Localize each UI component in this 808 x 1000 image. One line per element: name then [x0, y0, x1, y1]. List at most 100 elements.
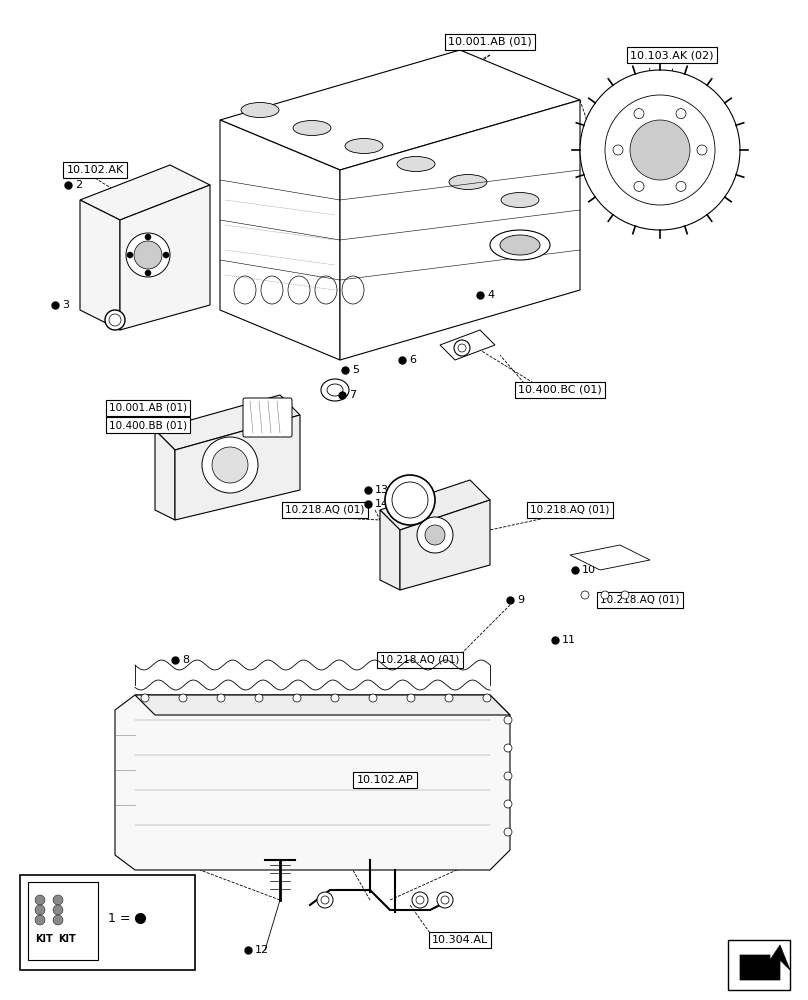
Polygon shape — [220, 50, 580, 170]
Circle shape — [202, 437, 258, 493]
Ellipse shape — [345, 138, 383, 153]
Circle shape — [105, 310, 125, 330]
Text: 12: 12 — [255, 945, 269, 955]
Circle shape — [217, 694, 225, 702]
Circle shape — [369, 694, 377, 702]
Circle shape — [676, 109, 686, 119]
Circle shape — [179, 694, 187, 702]
Circle shape — [613, 145, 623, 155]
Circle shape — [504, 744, 512, 752]
Circle shape — [416, 896, 424, 904]
Text: 10.103.AK (02): 10.103.AK (02) — [630, 50, 713, 60]
Ellipse shape — [293, 120, 331, 135]
FancyBboxPatch shape — [728, 940, 790, 990]
Circle shape — [53, 915, 63, 925]
Circle shape — [417, 517, 453, 553]
Text: 14: 14 — [375, 499, 389, 509]
Polygon shape — [155, 395, 300, 450]
Circle shape — [35, 895, 45, 905]
Circle shape — [483, 694, 491, 702]
Circle shape — [458, 344, 466, 352]
Circle shape — [145, 270, 151, 276]
Ellipse shape — [321, 379, 349, 401]
Circle shape — [580, 70, 740, 230]
Circle shape — [127, 252, 133, 258]
Text: 11: 11 — [562, 635, 576, 645]
Polygon shape — [380, 510, 400, 590]
Ellipse shape — [241, 103, 279, 117]
Ellipse shape — [449, 174, 487, 190]
Circle shape — [53, 895, 63, 905]
Text: 10.001.AB (01): 10.001.AB (01) — [448, 37, 532, 47]
Text: 10.304.AL: 10.304.AL — [431, 935, 488, 945]
Circle shape — [504, 828, 512, 836]
Text: 6: 6 — [409, 355, 416, 365]
Polygon shape — [220, 120, 340, 360]
Ellipse shape — [501, 192, 539, 208]
Ellipse shape — [234, 276, 256, 304]
Ellipse shape — [500, 235, 540, 255]
Ellipse shape — [490, 230, 550, 260]
Circle shape — [437, 892, 453, 908]
Circle shape — [630, 120, 690, 180]
Text: 10.218.AQ (01): 10.218.AQ (01) — [530, 505, 610, 515]
Circle shape — [634, 181, 644, 191]
Circle shape — [504, 772, 512, 780]
Ellipse shape — [288, 276, 310, 304]
Text: 10.400.BC (01): 10.400.BC (01) — [518, 385, 602, 395]
Text: 10.001.AB (01): 10.001.AB (01) — [109, 403, 187, 413]
Circle shape — [441, 896, 449, 904]
Text: 10.218.AQ (01): 10.218.AQ (01) — [600, 595, 680, 605]
Circle shape — [581, 591, 589, 599]
Polygon shape — [340, 100, 580, 360]
Text: 10: 10 — [582, 565, 596, 575]
Circle shape — [293, 694, 301, 702]
Polygon shape — [440, 330, 495, 360]
Polygon shape — [155, 430, 175, 520]
Text: 1 =: 1 = — [108, 912, 134, 924]
Polygon shape — [135, 695, 510, 715]
Circle shape — [321, 896, 329, 904]
Text: 2: 2 — [75, 180, 82, 190]
Text: 10.218.AQ (01): 10.218.AQ (01) — [285, 505, 364, 515]
Circle shape — [255, 694, 263, 702]
Ellipse shape — [397, 156, 435, 172]
Circle shape — [454, 340, 470, 356]
Circle shape — [504, 716, 512, 724]
Circle shape — [163, 252, 169, 258]
Circle shape — [317, 892, 333, 908]
Polygon shape — [740, 945, 790, 980]
Polygon shape — [400, 500, 490, 590]
Circle shape — [407, 694, 415, 702]
Ellipse shape — [327, 384, 343, 396]
Text: 5: 5 — [352, 365, 359, 375]
Circle shape — [621, 591, 629, 599]
Circle shape — [634, 109, 644, 119]
Circle shape — [212, 447, 248, 483]
Circle shape — [412, 892, 428, 908]
Circle shape — [53, 905, 63, 915]
Circle shape — [145, 234, 151, 240]
Text: 10.400.BB (01): 10.400.BB (01) — [109, 420, 187, 430]
FancyBboxPatch shape — [243, 398, 292, 437]
Circle shape — [697, 145, 707, 155]
Polygon shape — [115, 695, 510, 870]
Polygon shape — [120, 185, 210, 330]
Circle shape — [109, 314, 121, 326]
Circle shape — [504, 800, 512, 808]
Text: 4: 4 — [487, 290, 494, 300]
FancyBboxPatch shape — [28, 882, 98, 960]
Circle shape — [35, 905, 45, 915]
Circle shape — [141, 694, 149, 702]
Polygon shape — [380, 480, 490, 530]
Text: 9: 9 — [517, 595, 524, 605]
Circle shape — [385, 475, 435, 525]
Ellipse shape — [315, 276, 337, 304]
Circle shape — [331, 694, 339, 702]
Ellipse shape — [342, 276, 364, 304]
Text: 7: 7 — [349, 390, 356, 400]
Polygon shape — [80, 165, 210, 220]
Circle shape — [134, 241, 162, 269]
Circle shape — [601, 591, 609, 599]
Text: KIT: KIT — [58, 934, 76, 944]
